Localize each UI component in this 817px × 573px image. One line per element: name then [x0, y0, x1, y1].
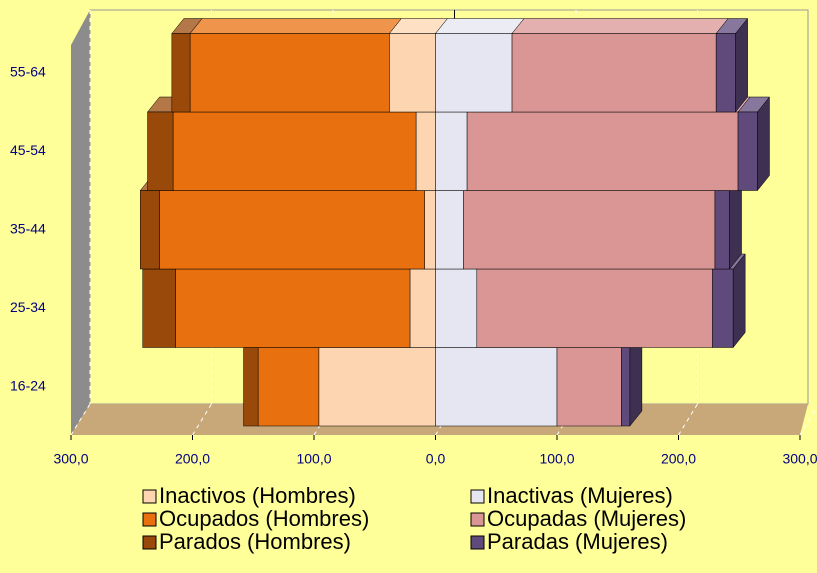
y-tick-label: 55-64: [10, 63, 46, 79]
legend-label: Parados (Hombres): [159, 529, 351, 554]
bar-side: [735, 17, 748, 113]
x-tick-label: 100,0: [296, 451, 331, 467]
legend-label: Paradas (Mujeres): [487, 529, 668, 554]
y-tick-label: 35-44: [10, 220, 46, 236]
bar: [175, 268, 411, 348]
y-tick-label: 16-24: [10, 377, 46, 393]
x-tick-label: 300,0: [782, 451, 817, 467]
x-tick-label: 100,0: [539, 451, 574, 467]
bar: [172, 111, 417, 191]
legend-swatch: [142, 535, 157, 550]
bar: [257, 347, 320, 427]
bar: [189, 33, 390, 113]
bar-top: [189, 18, 402, 34]
grid-line: [70, 403, 91, 436]
bar: [511, 33, 717, 113]
bar: [435, 111, 468, 191]
bar: [621, 347, 631, 427]
grid-line: [192, 403, 212, 436]
bar: [147, 111, 174, 191]
x-tick-label: 200,0: [175, 451, 210, 467]
bar: [318, 347, 436, 427]
bar-side: [732, 253, 746, 349]
bar: [435, 33, 513, 113]
legend-label: Inactivos (Hombres): [159, 483, 356, 508]
bar-top: [434, 18, 525, 34]
bar: [424, 190, 436, 270]
legend-label: Ocupadas (Mujeres): [487, 506, 686, 531]
y-tick-label: 25-34: [10, 299, 46, 315]
bar: [435, 268, 478, 348]
bar: [556, 347, 622, 427]
bar: [142, 268, 176, 348]
legend-label: Ocupados (Hombres): [159, 506, 369, 531]
y-tick-label: 45-54: [10, 142, 46, 158]
bar: [171, 33, 191, 113]
bar: [409, 268, 436, 348]
bar: [712, 268, 734, 348]
bar: [140, 190, 160, 270]
bar: [463, 190, 716, 270]
legend-label: Inactivas (Mujeres): [487, 483, 673, 508]
bar: [435, 190, 464, 270]
grid-line: [799, 406, 817, 436]
bar: [737, 111, 758, 191]
bar: [159, 190, 425, 270]
bar-side: [757, 96, 770, 192]
bar: [243, 347, 259, 427]
bar: [476, 268, 713, 348]
bar: [715, 33, 736, 113]
legend-swatch: [142, 512, 157, 527]
legend-swatch: [470, 512, 485, 527]
grid-line: [678, 403, 698, 436]
bar: [389, 33, 436, 113]
bar: [466, 111, 739, 191]
bar-top: [511, 18, 729, 34]
x-tick-label: 0,0: [426, 451, 446, 467]
x-tick-label: 300,0: [53, 451, 88, 467]
legend-swatch: [470, 489, 485, 504]
bar: [714, 190, 730, 270]
side-wall: [71, 10, 90, 435]
legend-swatch: [470, 535, 485, 550]
x-tick-label: 200,0: [661, 451, 696, 467]
bar: [415, 111, 436, 191]
bar: [435, 347, 558, 427]
legend-swatch: [142, 489, 157, 504]
